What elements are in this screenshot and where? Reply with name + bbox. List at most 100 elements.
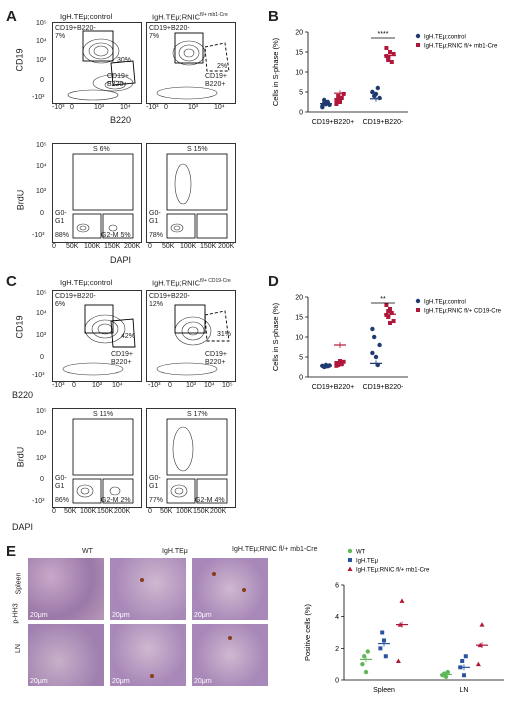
g1-pct: 77%	[149, 497, 164, 504]
chart-d: 0 5 10 15 20 Cells in S-phase (%) CD19+B220+ CD…	[271, 295, 502, 392]
col-title-rnic: IgH.TEμ;RNIC fl/+ mb1-Cre	[232, 546, 318, 553]
y-tick-label: 0	[335, 678, 339, 685]
data-point	[382, 638, 386, 643]
data-point	[363, 669, 369, 675]
g2m-label: G2-M 2%	[101, 497, 131, 504]
data-point	[378, 646, 383, 651]
gate-label: CD19+	[107, 73, 129, 80]
xtick: 50K	[160, 508, 173, 515]
data-point	[391, 52, 396, 56]
xtick: 0	[52, 243, 56, 250]
data-point	[334, 102, 339, 106]
xtick: 0	[72, 382, 76, 389]
legend-marker	[347, 566, 353, 571]
gate-label: CD19+B220-	[149, 293, 190, 300]
xtick: -10³	[146, 104, 159, 111]
xtick: 50K	[162, 243, 175, 250]
data-point	[322, 97, 327, 103]
data-point	[373, 91, 379, 97]
gate-label: CD19+	[205, 351, 227, 358]
y-tick-label: 15	[295, 50, 303, 57]
ytick: 0	[40, 77, 44, 84]
y-tick-label: 5	[299, 355, 303, 362]
y-tick-label: 5	[299, 90, 303, 97]
legend-marker	[348, 558, 352, 562]
gate-pct: 42%	[121, 333, 136, 340]
data-point	[375, 85, 380, 91]
legend-marker	[416, 308, 420, 312]
micrograph-igh-ln: 20μm	[110, 624, 186, 686]
g1-label: G1	[55, 483, 65, 490]
xtick: 0	[52, 508, 56, 515]
data-point	[384, 46, 389, 50]
xtick: 150K	[97, 508, 114, 515]
s-phase-label: S 6%	[93, 146, 110, 153]
ytick: 0	[40, 476, 44, 483]
gate-label: CD19+	[111, 351, 133, 358]
gate-label: CD19+B220-	[149, 25, 190, 32]
significance-label: **	[380, 296, 386, 303]
ytick: 10⁵	[36, 142, 47, 149]
data-point	[462, 673, 466, 678]
xtick: 50K	[64, 508, 77, 515]
ytick: 0	[40, 354, 44, 361]
gate-label: CD19+	[205, 73, 227, 80]
data-point	[386, 56, 391, 60]
panel-letter-c: C	[6, 273, 17, 290]
xtick: 10⁴	[112, 382, 123, 389]
xtick: 10³	[92, 382, 103, 389]
xtick: 0	[164, 104, 168, 111]
legend-label: IgH.TEμ	[356, 559, 379, 565]
y-tick-label: 10	[295, 70, 303, 77]
data-point	[389, 60, 394, 64]
data-point	[370, 350, 375, 356]
legend-marker	[416, 43, 420, 47]
xtick: 100K	[180, 243, 197, 250]
data-point	[336, 97, 341, 102]
panel-letter-d: D	[268, 273, 279, 290]
s-phase-label: S 15%	[187, 146, 208, 153]
side-label: p-HH3	[12, 603, 20, 624]
g0-label: G0-	[149, 475, 161, 482]
y-tick-label: 0	[299, 110, 303, 117]
ytick: 10⁴	[36, 430, 47, 437]
panel-letter-b: B	[268, 8, 279, 25]
flow-plot-c-brdu-control: S 11% G0- G1 86% G2-M 2%	[52, 408, 142, 508]
data-point	[365, 649, 370, 654]
data-point	[475, 661, 481, 667]
gate-label: CD19+B220-	[55, 25, 96, 32]
y-axis-label: Cells in S-phase (%)	[271, 37, 280, 106]
ytick: 10⁵	[36, 408, 47, 415]
data-point	[341, 359, 346, 364]
xtick: 200K	[210, 508, 227, 515]
data-point	[336, 94, 341, 98]
ytick: -10³	[32, 498, 45, 505]
data-point	[479, 622, 485, 627]
legend-label: WT	[356, 550, 366, 556]
g1-pct: 86%	[55, 497, 70, 504]
col-title-control: IgH.TEμ;control	[60, 12, 113, 21]
ytick: 10³	[36, 332, 47, 339]
ylabel-brdu: BrdU	[15, 446, 26, 468]
data-point	[386, 309, 391, 313]
ytick: 10³	[36, 57, 47, 64]
data-point	[320, 105, 325, 110]
xtick: 200K	[124, 243, 141, 250]
data-point	[377, 95, 382, 101]
x-tick-label: CD19+B220-	[363, 384, 404, 391]
col-title-rnic: IgH.TEμ;RNICfl/+ CD19-Cre	[152, 278, 231, 288]
data-point	[360, 661, 365, 667]
flow-plot-a-brdu-control: S 6% G0- G1 88% G2-M 5%	[52, 143, 142, 243]
ytick: -10³	[32, 372, 45, 379]
xlabel-dapi: DAPI	[110, 255, 132, 265]
data-point	[384, 313, 389, 317]
xtick: 100K	[176, 508, 193, 515]
xtick: 10³	[186, 382, 197, 389]
xlabel-b220: B220	[12, 390, 34, 400]
data-point	[460, 659, 465, 663]
data-point	[373, 354, 379, 360]
x-tick-label: Spleen	[373, 687, 395, 694]
xtick: 10³	[94, 104, 105, 111]
xtick: 150K	[193, 508, 210, 515]
data-point	[391, 319, 396, 323]
